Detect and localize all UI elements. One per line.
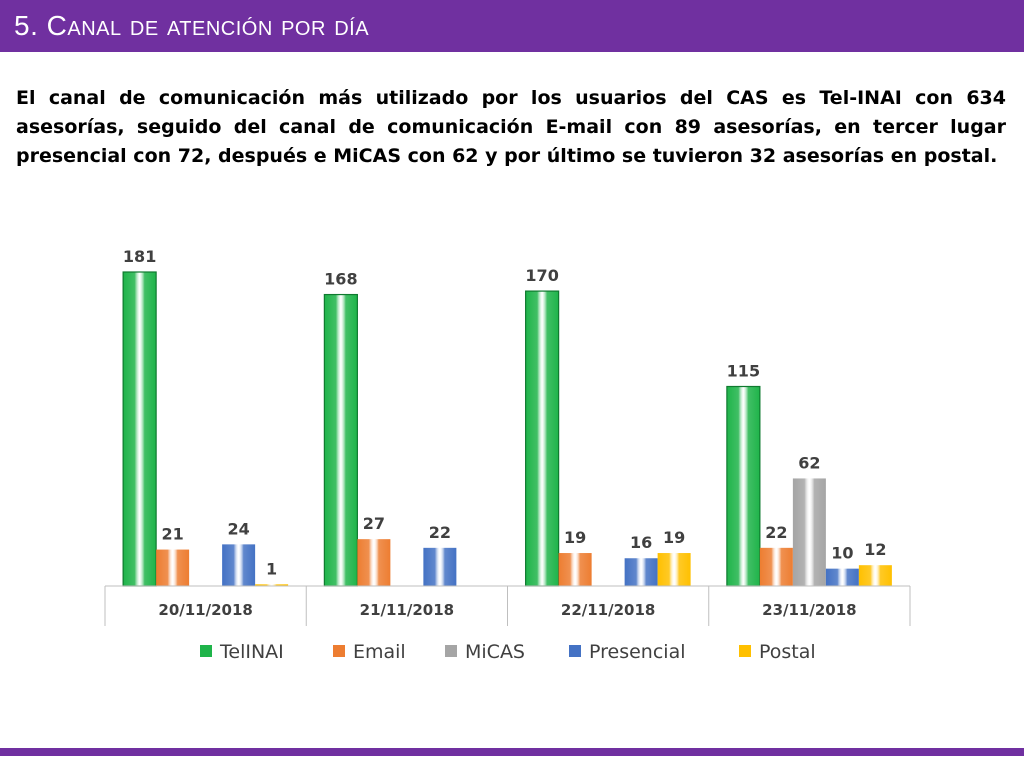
category-label-20-11-2018: 20/11/2018 bbox=[158, 601, 252, 619]
bar-telinai-21-11-2018 bbox=[323, 293, 358, 587]
data-labels-layer: 181 21 24 1 168 27 22 170 19 16 19 115 22 62 10 12 bbox=[123, 247, 887, 578]
legend-label-presencial: Presencial bbox=[589, 641, 685, 663]
bar-telinai-23-11-2018 bbox=[726, 385, 761, 587]
legend-label-email: Email bbox=[353, 641, 406, 663]
bars-layer bbox=[122, 271, 892, 587]
data-label-postal-22-11-2018: 19 bbox=[663, 528, 685, 547]
bar-postal-22-11-2018 bbox=[657, 553, 691, 586]
bar-micas-23-11-2018 bbox=[792, 478, 826, 586]
data-label-telinai-21-11-2018: 168 bbox=[324, 270, 357, 289]
legend-swatch-postal bbox=[739, 645, 751, 657]
category-label-23-11-2018: 23/11/2018 bbox=[762, 601, 856, 619]
data-label-presencial-23-11-2018: 10 bbox=[831, 544, 853, 563]
data-label-micas-23-11-2018: 62 bbox=[798, 453, 820, 472]
bar-presencial-20-11-2018 bbox=[222, 544, 256, 586]
category-label-22-11-2018: 22/11/2018 bbox=[561, 601, 655, 619]
legend-label-postal: Postal bbox=[759, 641, 816, 663]
data-label-presencial-20-11-2018: 24 bbox=[227, 519, 249, 538]
data-label-postal-23-11-2018: 12 bbox=[864, 540, 886, 559]
legend-label-micas: MiCAS bbox=[465, 641, 525, 663]
data-label-telinai-23-11-2018: 115 bbox=[727, 361, 760, 380]
bar-postal-23-11-2018 bbox=[858, 565, 892, 586]
legend-swatch-telinai bbox=[200, 645, 212, 657]
bar-telinai-20-11-2018 bbox=[122, 271, 157, 587]
legend-label-telinai: TelINAI bbox=[219, 641, 284, 663]
bar-email-20-11-2018 bbox=[156, 549, 190, 586]
bar-presencial-22-11-2018 bbox=[624, 558, 658, 586]
data-label-postal-20-11-2018: 1 bbox=[266, 559, 277, 578]
data-label-email-20-11-2018: 21 bbox=[161, 525, 183, 544]
title-bar: 5. Canal de atención por día bbox=[0, 0, 1024, 52]
data-label-email-21-11-2018: 27 bbox=[363, 514, 385, 533]
data-label-presencial-22-11-2018: 16 bbox=[630, 533, 652, 552]
bottom-bar bbox=[0, 748, 1024, 756]
bar-email-21-11-2018 bbox=[357, 539, 391, 586]
legend-swatch-email bbox=[333, 645, 345, 657]
bar-postal-20-11-2018 bbox=[255, 584, 289, 586]
bar-email-22-11-2018 bbox=[558, 553, 592, 586]
data-label-email-22-11-2018: 19 bbox=[564, 528, 586, 547]
data-label-presencial-21-11-2018: 22 bbox=[429, 523, 451, 542]
bar-presencial-21-11-2018 bbox=[423, 547, 457, 586]
data-label-telinai-20-11-2018: 181 bbox=[123, 247, 156, 266]
summary-text: El canal de comunicación más utilizado p… bbox=[16, 87, 1006, 167]
slide-title: 5. Canal de atención por día bbox=[14, 10, 370, 41]
legend-swatch-presencial bbox=[569, 645, 581, 657]
legend-swatch-micas bbox=[445, 645, 457, 657]
data-label-email-23-11-2018: 22 bbox=[765, 523, 787, 542]
category-label-21-11-2018: 21/11/2018 bbox=[360, 601, 454, 619]
chart-legend: TelINAI Email MiCAS Presencial Postal bbox=[200, 641, 816, 663]
bar-email-23-11-2018 bbox=[759, 547, 793, 586]
data-label-telinai-22-11-2018: 170 bbox=[525, 266, 558, 285]
bar-telinai-22-11-2018 bbox=[525, 290, 560, 587]
bar-presencial-23-11-2018 bbox=[825, 568, 859, 586]
category-axis: 20/11/2018 21/11/2018 22/11/2018 23/11/2018 bbox=[104, 585, 911, 626]
